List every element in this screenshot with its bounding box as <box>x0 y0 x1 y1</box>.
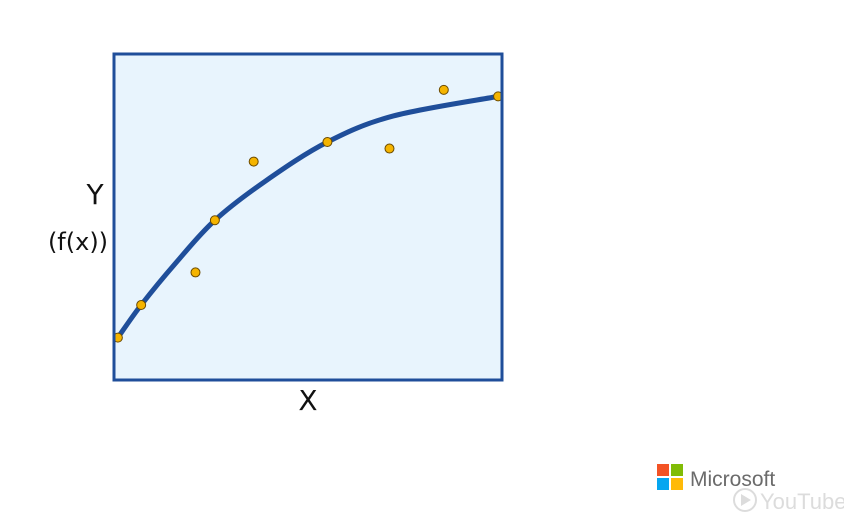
microsoft-four-squares-icon <box>657 464 683 490</box>
plot-area <box>114 54 502 380</box>
play-icon <box>733 488 757 512</box>
data-point-2 <box>136 300 147 311</box>
scatter-points <box>112 84 504 343</box>
data-point-6 <box>322 137 333 148</box>
youtube-watermark: YouTube <box>733 488 844 514</box>
microsoft-wordmark: Microsoft <box>690 468 775 491</box>
data-point-4 <box>209 215 220 226</box>
microsoft-logo: Microsoft <box>657 464 775 491</box>
y-axis-label: Y <box>85 178 104 211</box>
data-point-3 <box>190 267 201 278</box>
data-point-8 <box>438 84 449 95</box>
y-axis-sublabel: (f(x)) <box>48 228 108 256</box>
fit-curve-line <box>115 93 501 341</box>
play-triangle-icon <box>741 494 751 506</box>
x-axis-label: X <box>298 384 317 417</box>
data-point-5 <box>248 156 259 167</box>
plot-frame <box>112 52 504 382</box>
data-point-7 <box>384 143 395 154</box>
youtube-wordmark: YouTube <box>760 489 844 514</box>
